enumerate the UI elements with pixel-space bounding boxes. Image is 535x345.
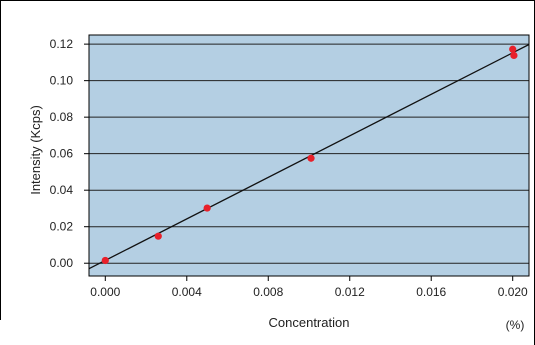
y-tick-label: 0.08 <box>50 110 74 124</box>
y-tick-label: 0.06 <box>50 147 74 161</box>
x-tick-label: 0.000 <box>90 285 120 299</box>
x-axis-unit: (%) <box>506 318 525 332</box>
y-tick-label: 0.04 <box>50 183 74 197</box>
data-point <box>510 51 518 60</box>
data-point <box>203 204 211 212</box>
plot-frame <box>88 34 530 277</box>
x-tick-label: 0.020 <box>498 285 528 299</box>
data-point <box>101 256 109 265</box>
x-tick-label: 0.008 <box>253 285 283 299</box>
x-tick-label: 0.016 <box>416 285 446 299</box>
data-point <box>509 45 517 53</box>
y-tick-label: 0.00 <box>50 256 74 270</box>
x-axis-title: Concentration <box>269 315 350 330</box>
y-tick-label: 0.12 <box>50 37 74 51</box>
y-axis-title: Intensity (Kcps) <box>28 105 43 195</box>
data-point <box>307 154 315 162</box>
data-point <box>154 232 162 240</box>
x-tick-label: 0.004 <box>172 285 202 299</box>
x-tick-label: 0.012 <box>335 285 365 299</box>
y-tick-label: 0.10 <box>50 74 74 88</box>
y-tick-label: 0.02 <box>50 220 74 234</box>
